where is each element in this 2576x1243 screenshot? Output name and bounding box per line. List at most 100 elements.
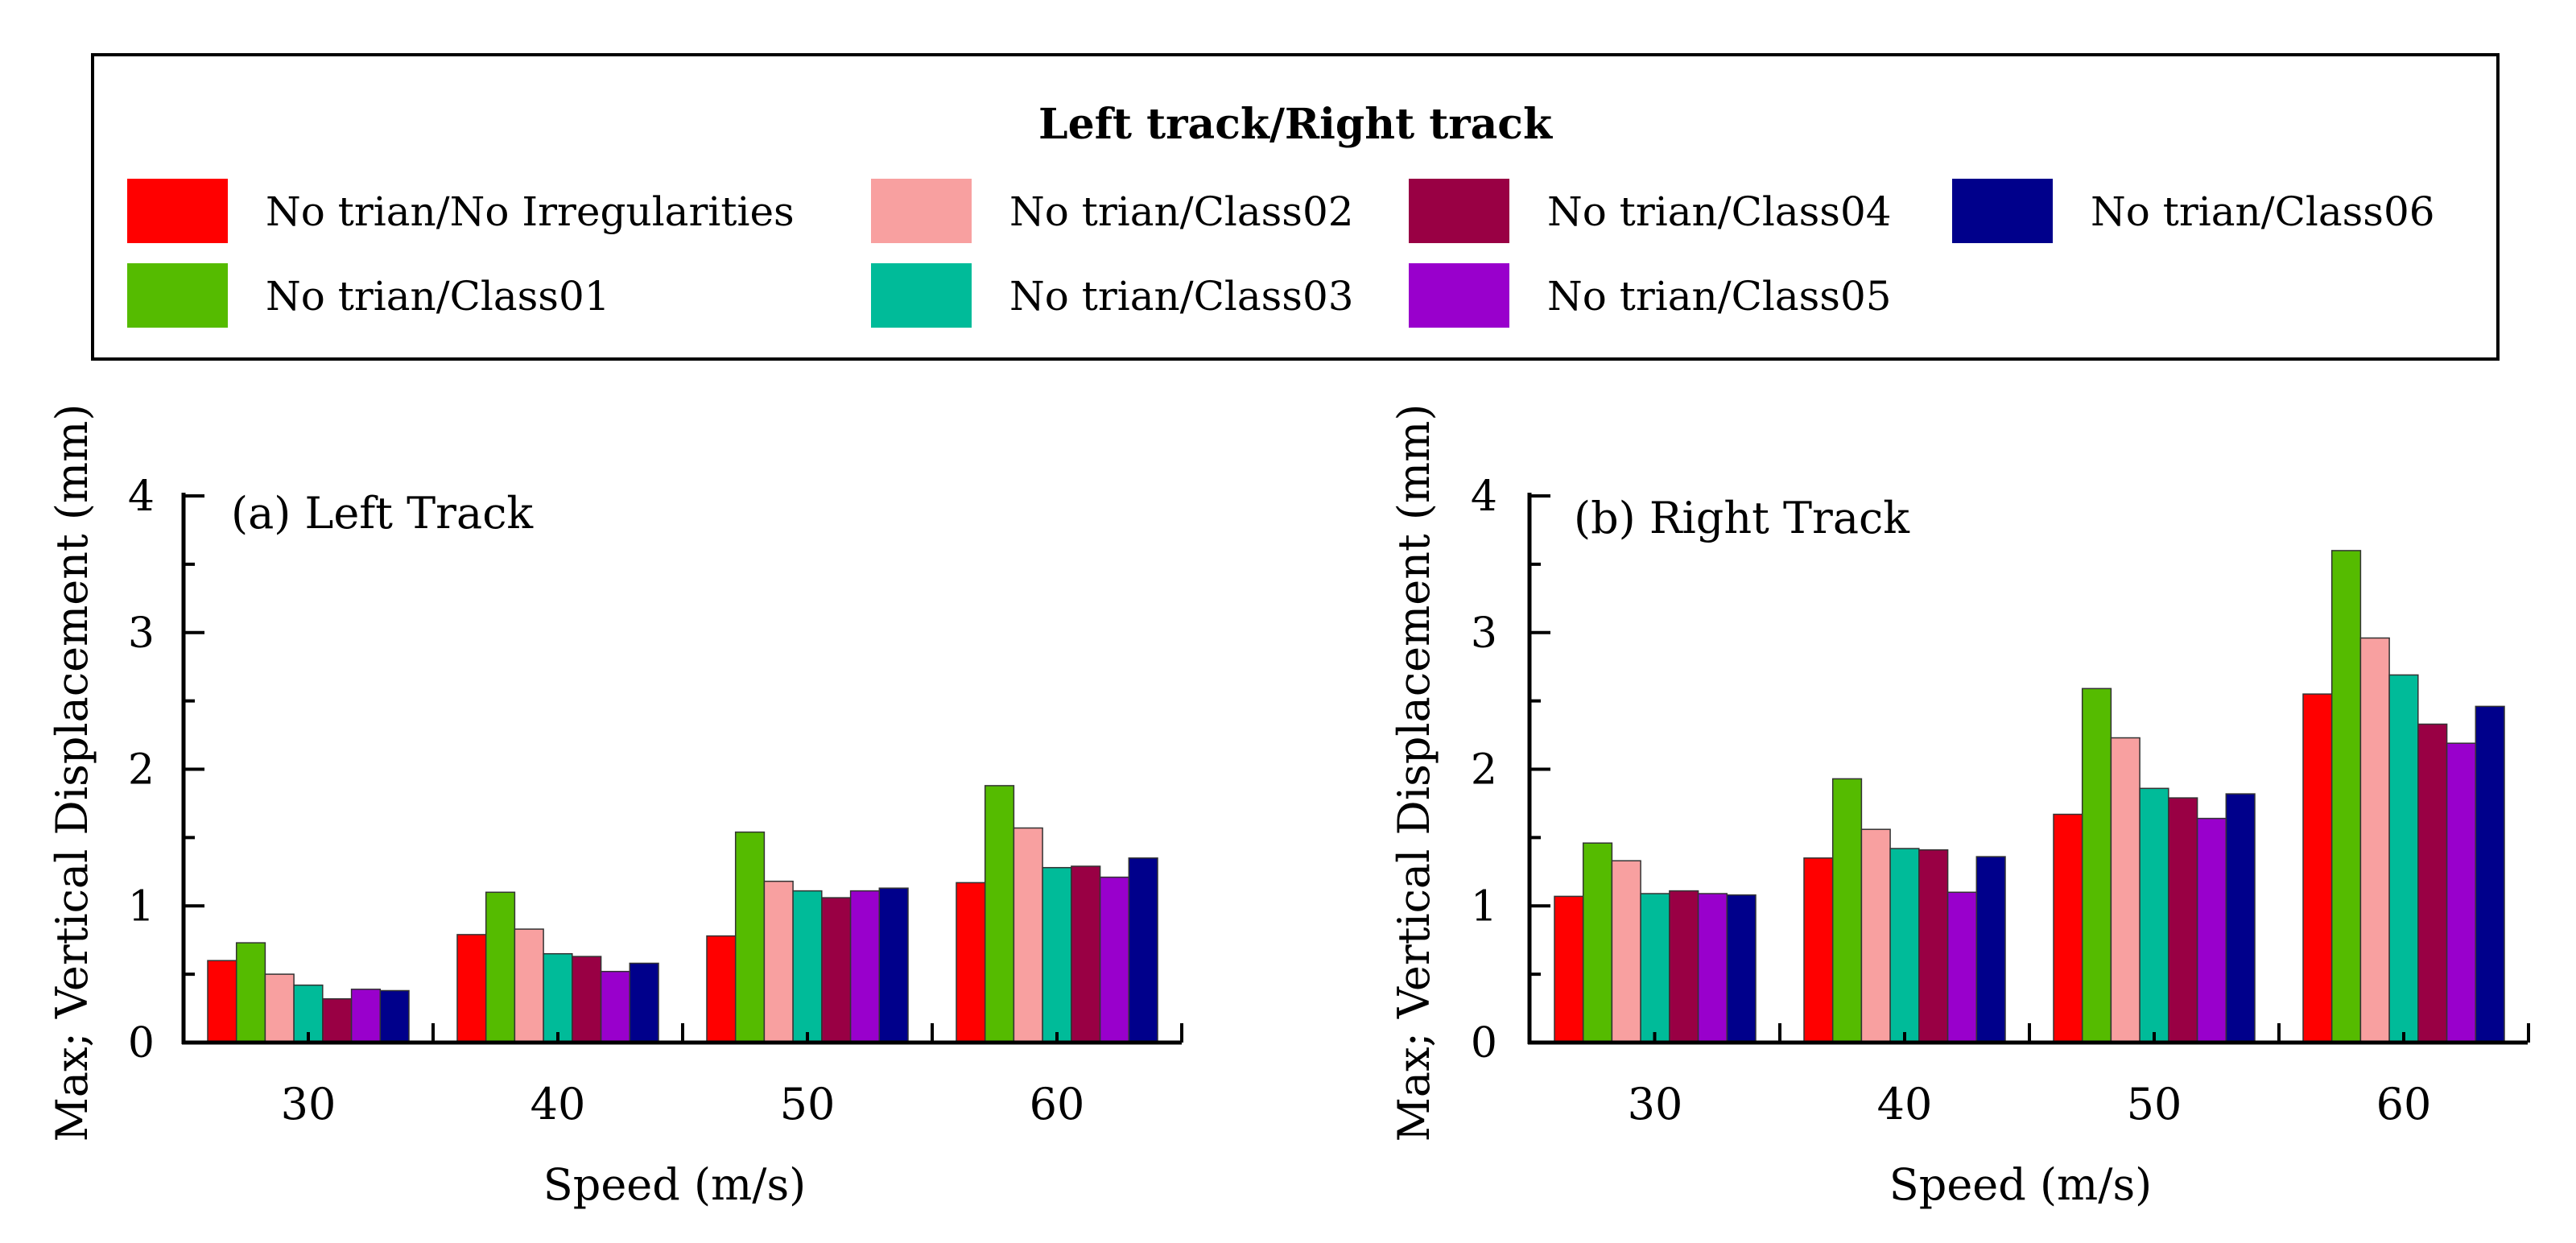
bar-right-track-no-trian-class02-40: [1860, 828, 1891, 1043]
legend-swatch-no-trian-class01: [127, 263, 228, 328]
bar-left-track-no-trian-class04-30: [322, 997, 353, 1043]
legend-swatch-no-trian-class02: [871, 179, 972, 243]
bar-left-track-no-trian-class03-40: [543, 952, 573, 1043]
bar-left-track-no-trian-class01-60: [984, 785, 1015, 1043]
legend-entry: No trian/Class01: [127, 263, 610, 328]
y-tick-label-right-track: 0: [1471, 1019, 1497, 1067]
bar-right-track-no-trian-class01-50: [2081, 688, 2112, 1043]
bar-left-track-no-trian-class02-60: [1013, 827, 1043, 1043]
bar-right-track-no-trian-class06-60: [2475, 705, 2505, 1043]
legend-entry: No trian/Class06: [1952, 179, 2435, 243]
bar-left-track-no-trian-class03-60: [1042, 866, 1072, 1043]
legend-label: No trian/Class06: [2091, 188, 2435, 235]
legend-entry: No trian/Class05: [1409, 263, 1892, 328]
bar-left-track-no-trian-class04-60: [1071, 865, 1101, 1043]
bar-right-track-no-trian-class04-50: [2168, 797, 2198, 1043]
y-tick-label-right-track: 1: [1471, 882, 1497, 931]
y-tick-label-left-track: 3: [128, 609, 155, 658]
bar-right-track-no-trian-class03-50: [2139, 787, 2169, 1043]
bar-left-track-no-trian-class05-50: [849, 890, 881, 1043]
bar-right-track-no-trian-no-irregularities-60: [2302, 693, 2333, 1043]
bar-right-track-no-trian-class02-30: [1611, 860, 1641, 1043]
bar-right-track-no-trian-class01-40: [1831, 778, 1863, 1043]
x-tick-label-left-track: 30: [281, 1079, 336, 1129]
bar-left-track-no-trian-no-irregularities-60: [956, 882, 986, 1043]
bar-right-track-no-trian-class04-40: [1918, 849, 1949, 1043]
chart-left-track: 0 1 2 3 4 30 40 50 60 (a) Left Track Speed (m/s)…: [47, 404, 1183, 1210]
bar-right-track-no-trian-class05-50: [2196, 817, 2227, 1043]
bar-left-track-no-trian-class03-50: [792, 890, 823, 1043]
bar-left-track-no-trian-class05-30: [350, 989, 382, 1043]
chart-title-left-track: (a) Left Track: [231, 488, 534, 539]
bar-right-track-no-trian-class02-50: [2110, 737, 2140, 1043]
y-tick-label-left-track: 2: [128, 746, 155, 795]
bar-right-track-no-trian-class02-60: [2359, 637, 2390, 1043]
x-tick-label-left-track: 60: [1030, 1079, 1085, 1129]
y-tick-label-left-track: 0: [128, 1019, 155, 1067]
y-tick-label-right-track: 3: [1471, 609, 1497, 658]
bar-right-track-no-trian-class06-50: [2225, 793, 2256, 1043]
legend-title: Left track/Right track: [1038, 100, 1553, 149]
bars-left-track: [207, 785, 1158, 1043]
legend-entry: No trian/Class03: [871, 263, 1354, 328]
bar-right-track-no-trian-class04-30: [1669, 890, 1699, 1043]
legend-entry: No trian/No Irregularities: [127, 179, 795, 243]
legend-label: No trian/Class03: [1009, 273, 1354, 320]
legend-swatch-no-trian-no-irregularities: [127, 179, 228, 243]
x-tick-label-right-track: 60: [2376, 1079, 2432, 1129]
bar-left-track-no-trian-class02-50: [763, 880, 794, 1043]
bar-left-track-no-trian-class02-40: [514, 928, 544, 1043]
x-tick-label-right-track: 40: [1877, 1079, 1933, 1129]
y-tick-label-left-track: 1: [128, 882, 155, 931]
bar-right-track-no-trian-no-irregularities-30: [1554, 895, 1584, 1043]
x-tick-label-left-track: 40: [530, 1079, 586, 1129]
legend-label: No trian/Class04: [1547, 188, 1892, 235]
bar-right-track-no-trian-no-irregularities-40: [1803, 857, 1834, 1043]
y-axis-label-left-track: Max; Vertical Displacement (mm): [47, 404, 97, 1142]
bar-left-track-no-trian-class02-30: [264, 973, 295, 1043]
legend-label: No trian/No Irregularities: [266, 188, 795, 235]
legend-swatch-no-trian-class05: [1409, 263, 1509, 328]
legend-entry: No trian/Class04: [1409, 179, 1892, 243]
bar-left-track-no-trian-no-irregularities-50: [706, 935, 737, 1043]
bar-left-track-no-trian-class01-30: [235, 942, 266, 1043]
legend: Left track/Right track No trian/No Irreg…: [91, 53, 2500, 361]
legend-frame: [91, 53, 2500, 361]
bar-right-track-no-trian-no-irregularities-50: [2053, 813, 2083, 1043]
legend-label: No trian/Class05: [1547, 273, 1892, 320]
y-tick-label-left-track: 4: [128, 473, 155, 521]
axes-right-track: 0 1 2 3 4 30 40 50 60: [1471, 473, 2530, 1129]
bar-left-track-no-trian-class06-60: [1128, 857, 1158, 1043]
bar-left-track-no-trian-class06-30: [379, 989, 410, 1043]
bar-left-track-no-trian-class04-50: [821, 897, 852, 1043]
legend-swatch-no-trian-class06: [1952, 179, 2053, 243]
bar-left-track-no-trian-class04-40: [572, 956, 602, 1043]
bar-left-track-no-trian-class01-40: [485, 891, 516, 1043]
x-axis-label-right-track: Speed (m/s): [1889, 1159, 2152, 1210]
legend-entry: No trian/Class02: [871, 179, 1354, 243]
y-tick-label-right-track: 4: [1471, 473, 1497, 521]
bar-right-track-no-trian-class05-60: [2446, 742, 2477, 1043]
x-tick-label-right-track: 30: [1628, 1079, 1683, 1129]
x-tick-label-right-track: 50: [2127, 1079, 2182, 1129]
bar-right-track-no-trian-class01-30: [1582, 842, 1613, 1043]
bars-right-track: [1554, 550, 2505, 1043]
legend-swatch-no-trian-class04: [1409, 179, 1509, 243]
y-tick-label-right-track: 2: [1471, 746, 1497, 795]
legend-entries: No trian/No Irregularities No trian/Class…: [127, 179, 2435, 328]
bar-left-track-no-trian-class05-60: [1099, 876, 1130, 1043]
legend-label: No trian/Class01: [266, 273, 610, 320]
bar-left-track-no-trian-class05-40: [600, 970, 631, 1043]
bar-right-track-no-trian-class03-30: [1640, 893, 1670, 1043]
bar-right-track-no-trian-class06-40: [1975, 856, 2006, 1043]
axes-left-track: 0 1 2 3 4 30 40 50 60: [128, 473, 1183, 1129]
bar-left-track-no-trian-no-irregularities-40: [456, 934, 487, 1043]
y-axis-label-right-track: Max; Vertical Displacement (mm): [1389, 404, 1439, 1142]
bar-left-track-no-trian-class06-40: [629, 962, 659, 1043]
bar-right-track-no-trian-class05-40: [1946, 891, 1978, 1043]
bar-right-track-no-trian-class03-40: [1889, 848, 1920, 1043]
chart-title-right-track: (b) Right Track: [1574, 493, 1910, 543]
bar-left-track-no-trian-no-irregularities-30: [207, 960, 237, 1043]
legend-swatch-no-trian-class03: [871, 263, 972, 328]
